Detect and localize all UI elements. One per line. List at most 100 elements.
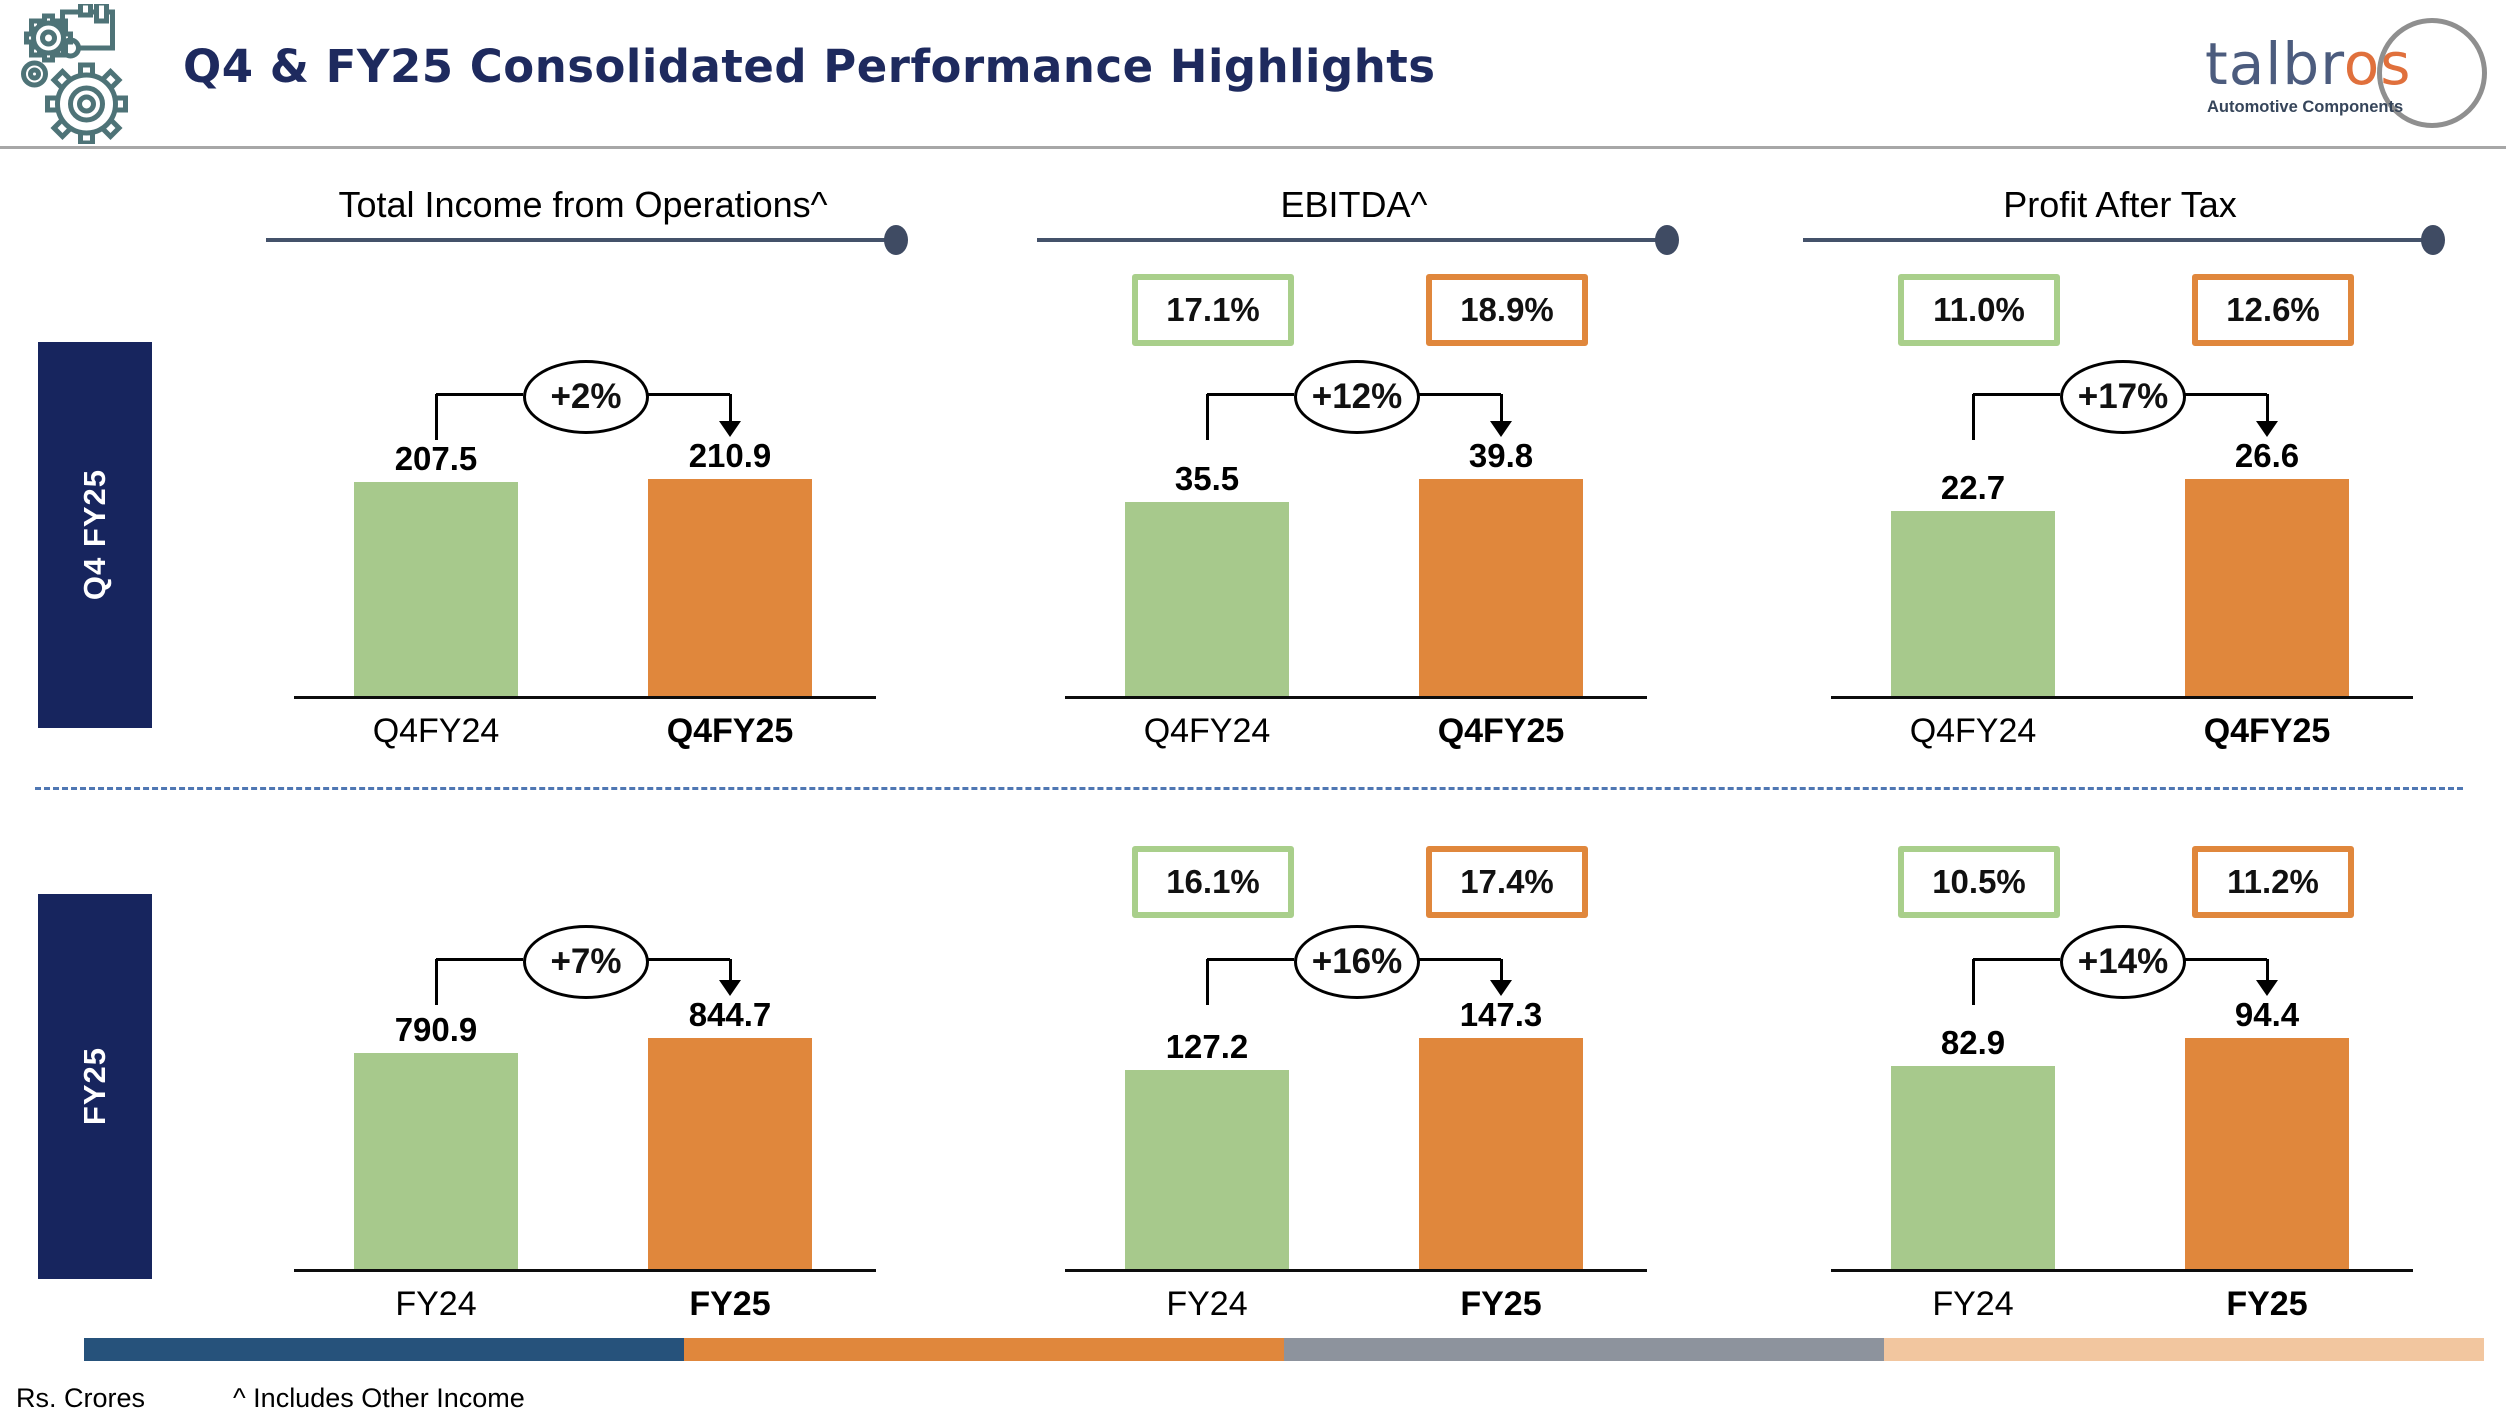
connector-left-drop <box>435 959 438 1005</box>
category-label-curr: Q4FY25 <box>2203 712 2331 750</box>
underline-end-dot <box>2421 225 2445 255</box>
margin-badge-curr: 17.4% <box>1426 846 1588 918</box>
margin-badge-curr: 18.9% <box>1426 274 1588 346</box>
bar-FY24 <box>1891 1066 2055 1269</box>
category-label-curr: Q4FY25 <box>1437 712 1565 750</box>
page-title: Q4 & FY25 Consolidated Performance Highl… <box>183 40 1436 93</box>
value-label-curr: 39.8 <box>1468 437 1534 474</box>
axis-baseline <box>294 696 876 699</box>
margin-badge-prev: 16.1% <box>1132 846 1294 918</box>
margin-badge-curr: 11.2% <box>2192 846 2354 918</box>
column-header-pat: Profit After Tax <box>1803 178 2445 255</box>
category-label-prev: Q4FY24 <box>372 712 500 750</box>
footer-bar-segment <box>84 1338 684 1361</box>
category-label-curr: FY25 <box>1460 1285 1542 1323</box>
bar-FY24 <box>354 1053 518 1269</box>
arrow-head-down <box>719 980 741 996</box>
connector-left <box>1207 958 1294 961</box>
arrow-head-down <box>1490 980 1512 996</box>
connector-left-drop <box>1206 959 1209 1005</box>
axis-baseline <box>1831 1269 2413 1272</box>
value-label-prev: 22.7 <box>1940 469 2006 506</box>
category-label-prev: Q4FY24 <box>1143 712 1271 750</box>
category-label-prev: FY24 <box>395 1285 477 1323</box>
column-underline <box>266 238 900 242</box>
value-label-prev: 35.5 <box>1174 460 1240 497</box>
underline-end-dot <box>1655 225 1679 255</box>
arrow-head-down <box>2256 421 2278 437</box>
growth-oval: +12% <box>1294 360 1420 434</box>
chart-total-income-from-operations-fy25: +7% 790.9 844.7 FY24 FY25 <box>266 830 901 1360</box>
gears-machine-icon <box>21 4 128 144</box>
value-label-curr: 147.3 <box>1459 996 1543 1033</box>
connector-right <box>643 958 730 961</box>
logo-wordmark-blue: talbr <box>2205 30 2344 98</box>
growth-oval: +16% <box>1294 925 1420 999</box>
header-divider <box>0 146 2506 149</box>
growth-oval: +14% <box>2060 925 2186 999</box>
logo-tagline: Automotive Components <box>2207 98 2404 116</box>
connector-arrow-line <box>1500 394 1503 421</box>
row-label-text: FY25 <box>77 1047 112 1126</box>
underline-end-dot <box>884 225 908 255</box>
chart-profit-after-tax-q4fy25: 11.0% 12.6% +17% 22.7 26.6 Q4FY24 Q4FY25 <box>1803 260 2438 790</box>
footer-bar-segment <box>1284 1338 1884 1361</box>
arrow-head-down <box>1490 421 1512 437</box>
connector-left <box>1973 393 2060 396</box>
value-label-prev: 82.9 <box>1940 1024 2006 1061</box>
bar-Q4FY24 <box>1891 511 2055 696</box>
bar-Q4FY25 <box>2185 479 2349 696</box>
small-gear <box>24 13 73 63</box>
connector-arrow-line <box>1500 959 1503 980</box>
connector-left <box>1207 393 1294 396</box>
connector-arrow-line <box>729 959 732 980</box>
axis-baseline <box>1065 696 1647 699</box>
bar-FY24 <box>1125 1070 1289 1269</box>
connector-left-drop <box>1972 959 1975 1005</box>
bar-Q4FY24 <box>354 482 518 696</box>
footer-bar-segment <box>684 1338 1284 1361</box>
value-label-prev: 790.9 <box>394 1011 478 1048</box>
connector-arrow-line <box>2266 394 2269 421</box>
chart-ebitda-fy25: 16.1% 17.4% +16% 127.2 147.3 FY24 FY25 <box>1037 830 1672 1360</box>
bar-Q4FY25 <box>648 479 812 696</box>
connector-left <box>436 958 523 961</box>
column-title: Total Income from Operations^ <box>338 184 828 225</box>
bar-Q4FY25 <box>1419 479 1583 696</box>
row-dashed-divider <box>35 787 2463 790</box>
column-header-ebitda: EBITDA^ <box>1037 178 1679 255</box>
connector-right <box>1414 958 1501 961</box>
category-label-prev: FY24 <box>1166 1285 1248 1323</box>
category-label-curr: FY25 <box>2226 1285 2308 1323</box>
margin-badge-curr: 12.6% <box>2192 274 2354 346</box>
connector-right <box>1414 393 1501 396</box>
axis-baseline <box>294 1269 876 1272</box>
value-label-prev: 207.5 <box>394 440 478 477</box>
talbros-logo: talbros Automotive Components <box>2205 18 2506 133</box>
category-label-prev: Q4FY24 <box>1909 712 2037 750</box>
column-header-total-income: Total Income from Operations^ <box>266 178 908 255</box>
connector-arrow-line <box>729 394 732 421</box>
connector-right <box>2180 958 2267 961</box>
bar-Q4FY24 <box>1125 502 1289 696</box>
small-circle <box>21 60 48 88</box>
big-gear <box>45 62 128 144</box>
value-label-curr: 210.9 <box>688 437 772 474</box>
category-label-prev: FY24 <box>1932 1285 2014 1323</box>
other-income-note: ^ Includes Other Income <box>233 1383 525 1413</box>
connector-arrow-line <box>2266 959 2269 980</box>
bar-FY25 <box>648 1038 812 1269</box>
logo-circle-icon <box>2377 18 2487 128</box>
column-title: EBITDA^ <box>1280 184 1428 225</box>
margin-badge-prev: 10.5% <box>1898 846 2060 918</box>
column-underline <box>1037 238 1671 242</box>
arrow-head-down <box>2256 980 2278 996</box>
bar-FY25 <box>1419 1038 1583 1269</box>
growth-oval: +2% <box>523 360 649 434</box>
connector-left <box>1973 958 2060 961</box>
chart-total-income-from-operations-q4fy25: +2% 207.5 210.9 Q4FY24 Q4FY25 <box>266 260 901 790</box>
connector-right <box>2180 393 2267 396</box>
footer-bar-segment <box>1884 1338 2484 1361</box>
chart-ebitda-q4fy25: 17.1% 18.9% +12% 35.5 39.8 Q4FY24 Q4FY25 <box>1037 260 1672 790</box>
